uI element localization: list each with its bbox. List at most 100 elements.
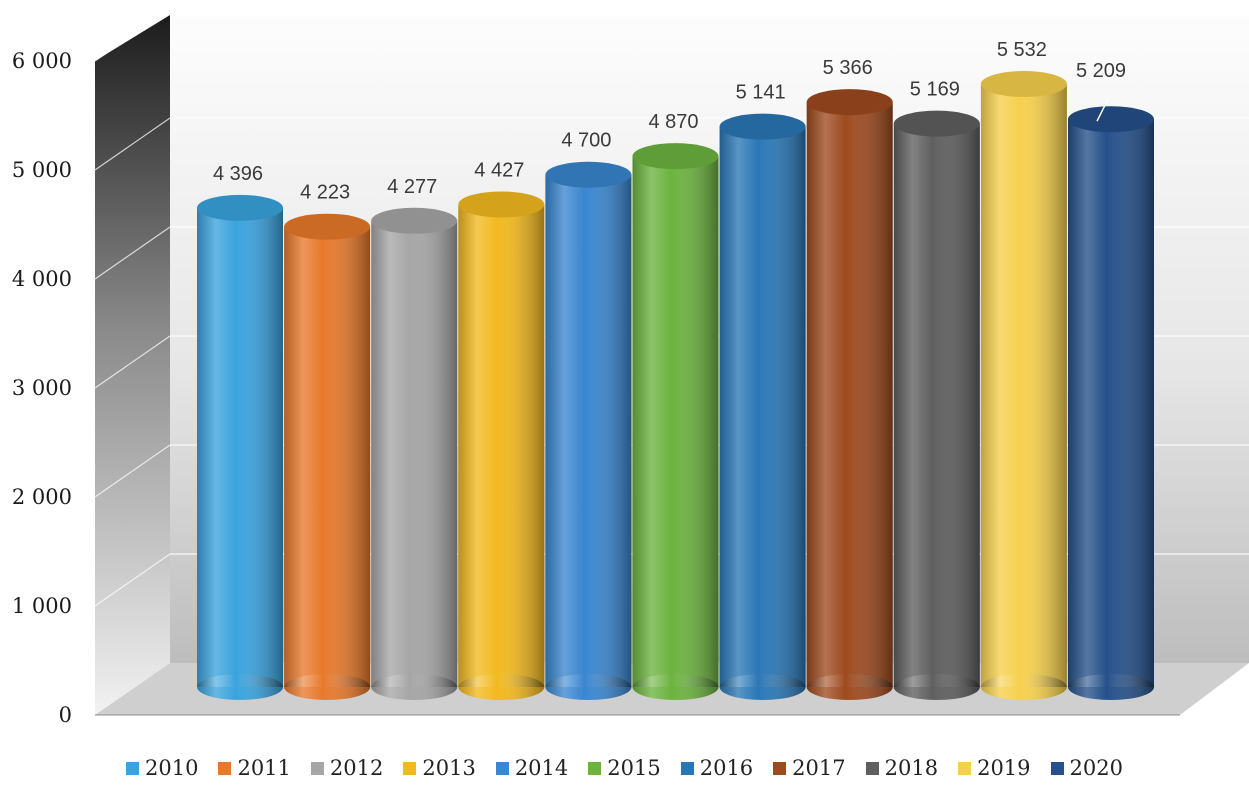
bar-top	[545, 161, 632, 188]
bar-base-shading	[1068, 674, 1154, 700]
bar-base-shading	[284, 674, 371, 700]
data-label-leader	[1096, 96, 1110, 122]
gridline-6000	[94, 8, 171, 62]
bar-base-shading	[806, 674, 893, 700]
chart-plot: 0 1 000 2 000 3 000 4 000 5 000 6 000 4 396 4 22…	[11, 8, 1249, 727]
bar-2012	[371, 207, 458, 700]
legend-item-2012: 2012	[310, 756, 383, 780]
bar-shading	[806, 102, 893, 687]
bar-top	[893, 110, 980, 137]
legend-label: 2010	[145, 756, 199, 780]
bar-top-shade	[284, 213, 371, 240]
bar-top-shade	[806, 89, 893, 116]
legend-item-2014: 2014	[495, 756, 568, 780]
bar-2015	[632, 143, 719, 700]
bar-shading	[893, 123, 980, 688]
legend-item-2016: 2016	[680, 756, 754, 780]
bar-top	[980, 71, 1067, 98]
bar-shading	[719, 126, 806, 688]
legend-swatch	[588, 761, 602, 775]
legend-label: 2016	[699, 756, 754, 780]
bar-top	[458, 191, 545, 218]
legend-swatch	[495, 761, 509, 775]
bar-base-shading	[893, 674, 980, 700]
legend-label: 2019	[977, 756, 1031, 780]
bar-base-shading	[545, 674, 632, 700]
data-label-2016: 5 141	[736, 82, 786, 104]
bar-top-shade	[893, 110, 980, 137]
y-tick-label: 2 000	[12, 485, 72, 509]
y-tick-label: 1 000	[12, 594, 72, 618]
bar-top-shade	[371, 207, 458, 234]
legend-swatch	[865, 761, 879, 775]
bar-base-shading	[719, 674, 806, 700]
legend-swatch	[773, 761, 787, 775]
legend-swatch	[958, 761, 972, 775]
gridline-4000	[94, 226, 171, 280]
y-tick-label: 0	[59, 703, 72, 727]
bar-top	[284, 213, 371, 240]
bar-top-shade	[458, 191, 545, 218]
bar-2017	[806, 89, 893, 700]
data-label-2015: 4 870	[648, 111, 698, 133]
bar-top	[806, 89, 893, 116]
legend-item-2011: 2011	[218, 756, 291, 780]
data-label-2018: 5 169	[910, 79, 960, 101]
bar-2014	[545, 161, 632, 700]
legend-label: 2013	[422, 756, 476, 780]
bar-2016	[719, 113, 806, 700]
bar-top-shade	[980, 71, 1067, 98]
gridline-1000	[94, 553, 171, 607]
legend-item-2019: 2019	[958, 756, 1031, 780]
bar-2020	[1068, 106, 1154, 700]
y-tick-label: 4 000	[12, 267, 72, 291]
legend-label: 2020	[1069, 756, 1123, 780]
legend-item-2010: 2010	[126, 756, 198, 780]
bar-top-shade	[545, 161, 632, 188]
legend-label: 2017	[792, 756, 846, 780]
bar-base-shading	[197, 674, 283, 700]
bar-shading	[458, 204, 545, 687]
data-label-2012: 4 277	[387, 176, 437, 198]
data-label-2013: 4 427	[474, 159, 524, 181]
bar-2019	[980, 71, 1067, 700]
bar-top-shade	[632, 143, 719, 170]
legend-label: 2018	[884, 756, 939, 780]
bar-2018	[893, 110, 980, 700]
bar-shading	[1068, 119, 1154, 688]
y-tick-label: 3 000	[12, 376, 72, 400]
legend-label: 2015	[607, 756, 661, 780]
legend-swatch	[218, 761, 232, 775]
bar-base-shading	[371, 674, 458, 700]
gridline-3000	[94, 335, 171, 389]
gridline-2000	[94, 444, 171, 498]
bar-2011	[284, 213, 371, 700]
data-label-2017: 5 366	[823, 57, 873, 79]
legend-label: 2011	[237, 756, 291, 780]
bar-shading	[545, 174, 632, 687]
bar-top	[719, 113, 806, 140]
legend-item-2020: 2020	[1050, 756, 1123, 780]
data-label-2010: 4 396	[213, 163, 263, 185]
data-label-2020: 5 209	[1076, 60, 1126, 82]
bar-top	[632, 143, 719, 170]
y-tick-label: 6 000	[12, 49, 72, 73]
bar-shading	[371, 220, 458, 687]
legend-swatch	[310, 761, 324, 775]
legend-swatch	[403, 761, 417, 775]
legend-item-2017: 2017	[773, 756, 846, 780]
legend-item-2015: 2015	[588, 756, 661, 780]
legend-item-2018: 2018	[865, 756, 939, 780]
data-label-2011: 4 223	[300, 182, 350, 204]
bar-2010	[197, 194, 283, 700]
bar-shading	[980, 84, 1067, 687]
bar-shading	[284, 226, 371, 687]
y-tick-label: 5 000	[12, 158, 72, 182]
bar-top-shade	[1068, 106, 1154, 133]
legend-swatch	[680, 761, 694, 775]
legend-swatch	[126, 761, 139, 775]
data-label-2019: 5 532	[997, 39, 1047, 61]
bar-base-shading	[980, 674, 1067, 700]
gridline-5000	[94, 117, 171, 171]
